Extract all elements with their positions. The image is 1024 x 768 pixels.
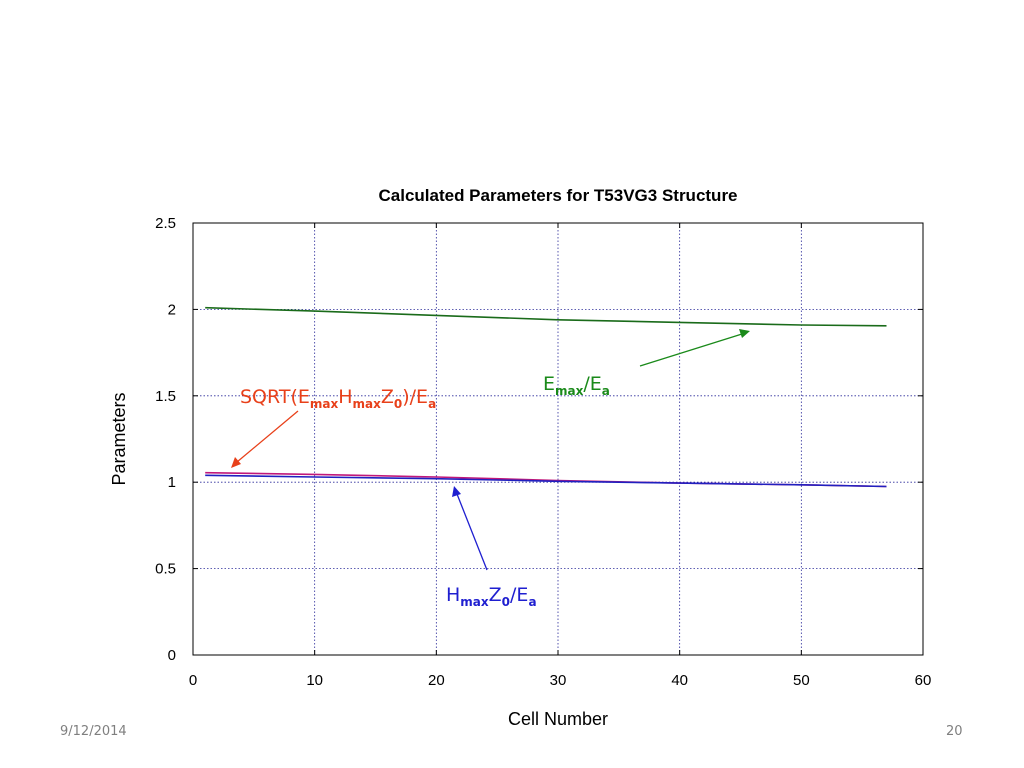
x-axis-label: Cell Number	[508, 709, 608, 729]
annotation-sqrt-arrowhead	[231, 457, 241, 468]
annotation-hmax-arrowhead	[452, 486, 461, 497]
chart-title: Calculated Parameters for T53VG3 Structu…	[378, 186, 737, 205]
x-tick-label: 60	[915, 672, 932, 689]
annotation-sqrt-arrow	[236, 410, 299, 463]
y-tick-label: 2	[168, 301, 176, 318]
annotation-hmax-arrow	[456, 493, 488, 571]
x-tick-label: 0	[189, 672, 197, 689]
annotation-emax: Emax/Ea	[543, 329, 750, 398]
x-tick-label: 50	[793, 672, 810, 689]
x-tick-label: 10	[306, 672, 323, 689]
x-tick-label: 30	[550, 672, 567, 689]
series-line-hmax	[205, 474, 887, 488]
plot-frame	[192, 222, 924, 656]
y-tick-label: 2.5	[155, 215, 176, 232]
annotation-sqrt-label: SQRT(EmaxHmaxZ0)/Ea	[240, 386, 436, 411]
annotation-emax-label: Emax/Ea	[543, 373, 610, 398]
axis-ticks: 0 10 20 30 40 50 60 0 0.5 1 1.5 2 2.5	[155, 215, 931, 689]
y-tick-label: 0.5	[155, 561, 176, 578]
y-tick-label: 1	[168, 474, 176, 491]
grid	[193, 223, 923, 655]
y-tick-label: 1.5	[155, 388, 176, 405]
annotation-sqrt: SQRT(EmaxHmaxZ0)/Ea	[231, 386, 436, 468]
footer-page-number: 20	[946, 724, 963, 739]
x-tick-label: 40	[671, 672, 688, 689]
annotation-hmax-label: HmaxZ0/Ea	[446, 584, 537, 609]
annotation-emax-arrow	[639, 333, 743, 367]
y-tick-label: 0	[168, 647, 176, 664]
series-line-emax	[205, 306, 887, 327]
y-axis-label: Parameters	[109, 392, 129, 485]
footer-date: 9/12/2014	[60, 724, 127, 739]
x-tick-label: 20	[428, 672, 445, 689]
series	[205, 306, 887, 488]
annotation-hmax: HmaxZ0/Ea	[446, 486, 537, 609]
annotation-emax-arrowhead	[739, 329, 750, 338]
